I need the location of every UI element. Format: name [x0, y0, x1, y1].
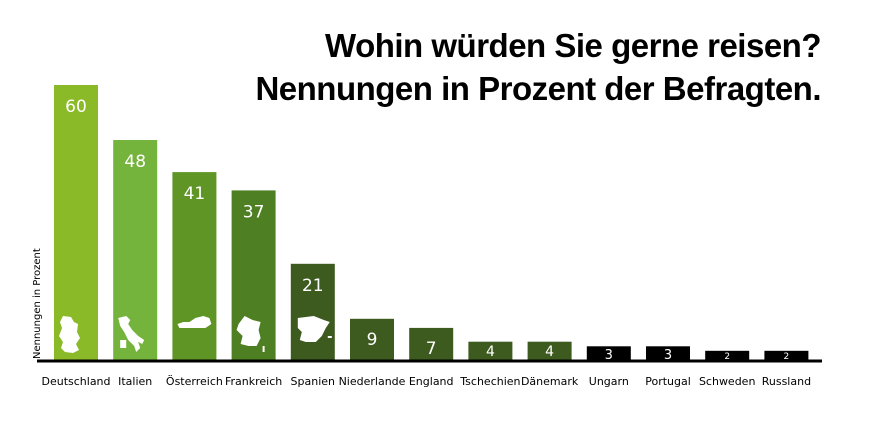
data-label: 9 [367, 330, 378, 350]
chart-title: Wohin würden Sie gerne reisen? [325, 27, 821, 64]
x-tick-label: Spanien [291, 375, 336, 388]
data-label: 2 [784, 352, 790, 362]
france-map-icon [236, 316, 265, 352]
italy-map-icon [118, 316, 145, 352]
germany-map-icon [59, 316, 80, 353]
data-label: 21 [302, 276, 324, 296]
x-tick-label: Österreich [166, 375, 223, 388]
chart-subtitle: Nennungen in Prozent der Befragten. [255, 70, 821, 107]
bar-dänemark [527, 341, 572, 360]
bar-italien [113, 140, 158, 360]
bar-österreich [172, 172, 217, 360]
data-label: 37 [243, 202, 265, 222]
bars-group: 60Deutschland48Italien41Österreich37Fran… [41, 85, 811, 388]
x-tick-label: Portugal [645, 375, 691, 388]
x-tick-label: Frankreich [225, 375, 282, 388]
data-label: 60 [65, 97, 87, 117]
bar-ungarn [586, 346, 631, 361]
data-label: 4 [545, 344, 554, 360]
bar-england [409, 327, 454, 360]
bar-tschechien [468, 341, 513, 360]
data-label: 4 [486, 344, 495, 360]
bar-portugal [646, 346, 690, 361]
spain-map-icon [297, 316, 332, 342]
bar-spanien [290, 263, 335, 361]
austria-map-icon [177, 316, 212, 328]
data-label: 41 [184, 184, 206, 204]
x-tick-label: Deutschland [41, 375, 110, 388]
y-axis-label: Nennungen in Prozent [32, 248, 43, 359]
bar-niederlande [350, 318, 394, 361]
x-tick-label: Tschechien [459, 375, 520, 388]
x-tick-label: England [409, 375, 454, 388]
data-label: 2 [724, 352, 730, 362]
data-label: 3 [605, 348, 613, 363]
x-tick-label: Russland [762, 375, 811, 388]
data-label: 48 [124, 152, 146, 172]
x-tick-label: Dänemark [521, 375, 579, 388]
bar-russland [764, 350, 809, 360]
x-tick-label: Italien [118, 375, 152, 388]
x-tick-label: Ungarn [589, 375, 629, 388]
data-label: 7 [426, 339, 437, 359]
bar-schweden [705, 350, 750, 360]
data-label: 3 [664, 348, 672, 363]
x-tick-label: Niederlande [339, 375, 406, 388]
bar-deutschland [54, 85, 98, 360]
x-tick-label: Schweden [699, 375, 756, 388]
